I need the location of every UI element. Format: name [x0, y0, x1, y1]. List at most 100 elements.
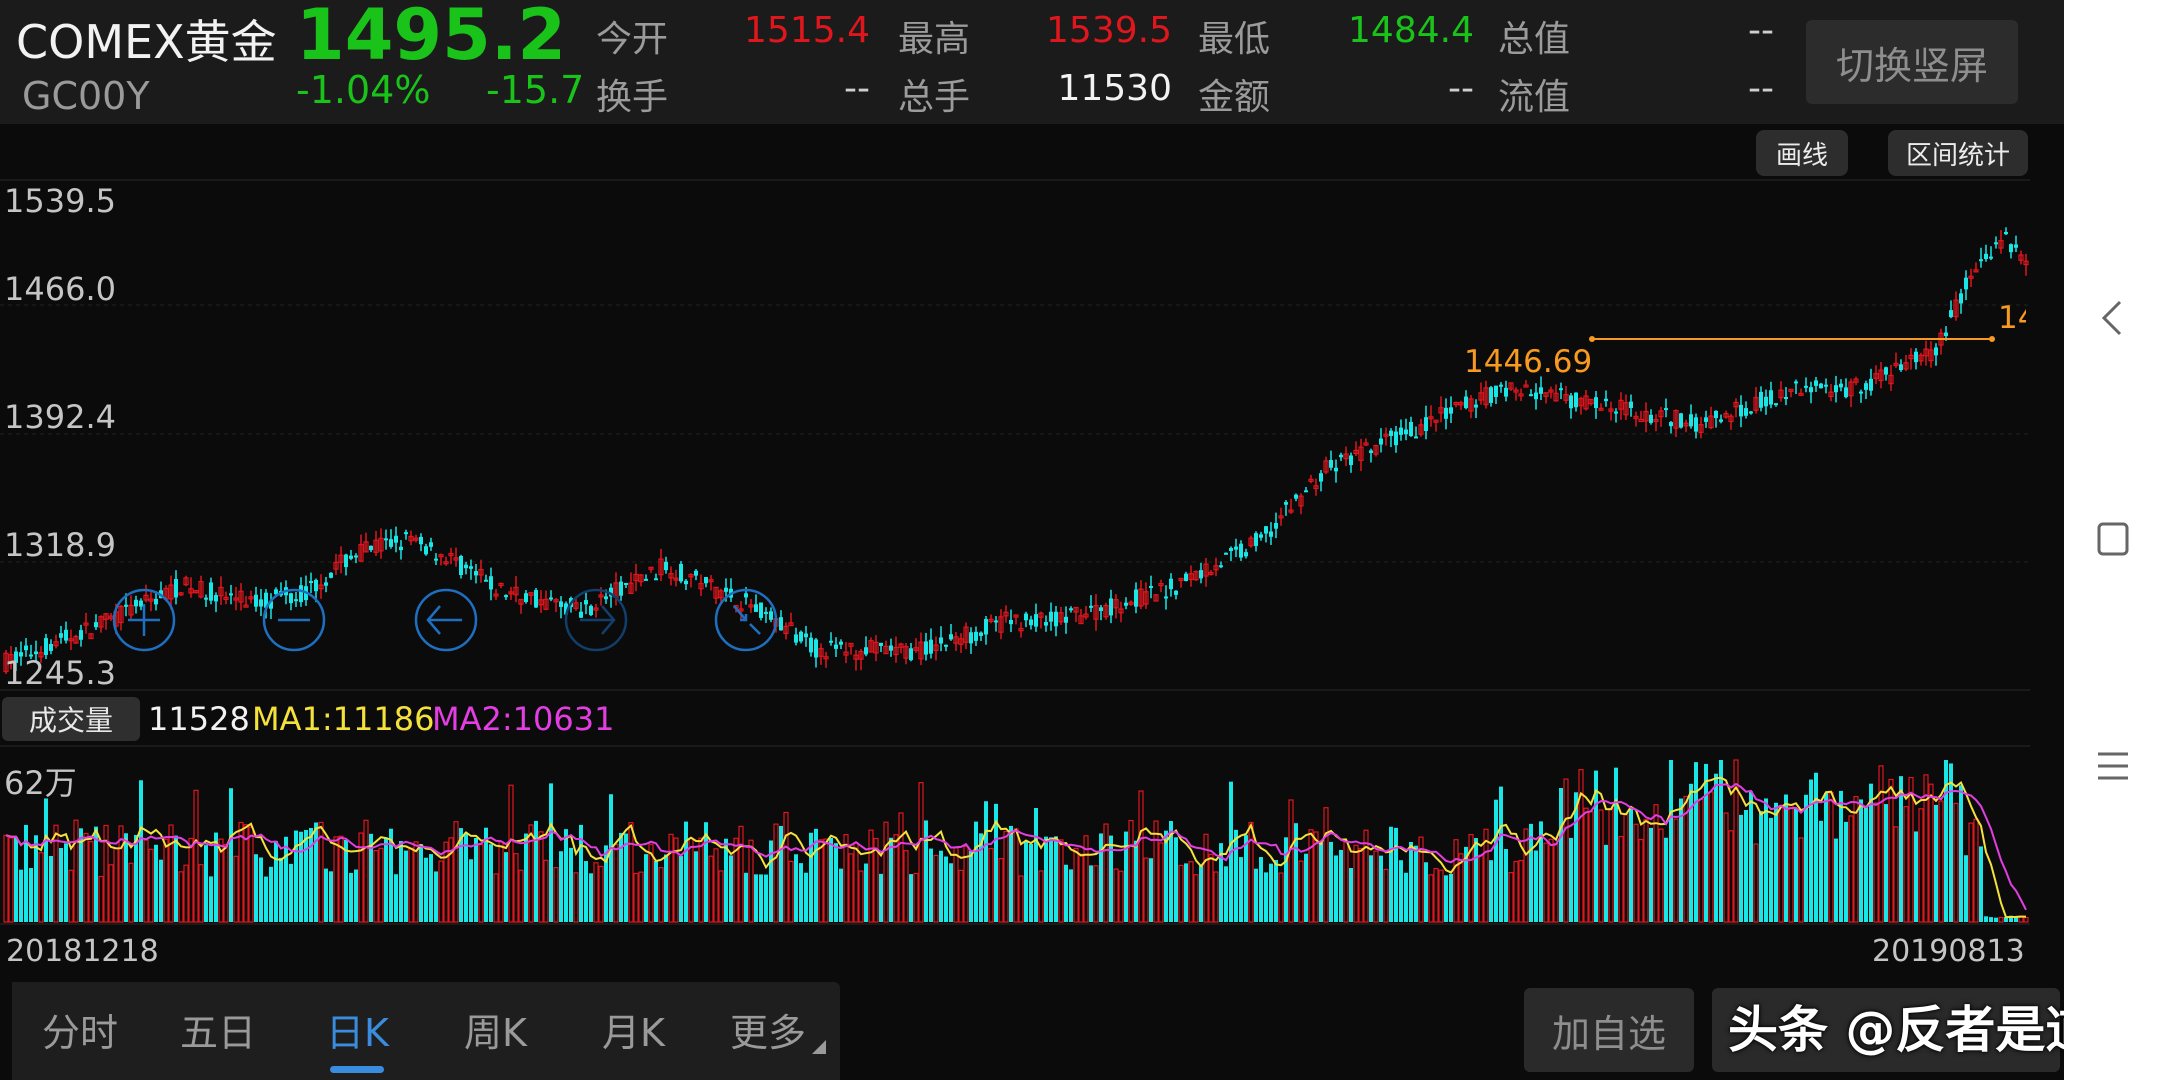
candle [1099, 607, 1103, 611]
home-icon[interactable] [2096, 520, 2130, 560]
volume-bar [178, 871, 184, 923]
volume-bar [1809, 779, 1813, 922]
candle [438, 554, 444, 558]
tab-five-day[interactable]: 五日 [180, 1011, 257, 1055]
volume-bar [843, 834, 849, 923]
candle [1219, 565, 1223, 568]
candle [534, 590, 538, 608]
volume-bar [329, 871, 333, 922]
volume-bar [1093, 865, 1099, 923]
volume-bar [174, 835, 178, 922]
volume-bar [1164, 830, 1168, 922]
candle [1548, 389, 1554, 393]
volume-bar [1024, 840, 1028, 922]
volume-bar [1679, 798, 1683, 922]
volume-bar [1274, 860, 1278, 922]
candle [858, 650, 864, 660]
menu-icon[interactable] [2096, 746, 2130, 786]
volume-bar [1534, 850, 1538, 922]
add-watchlist-button[interactable]: 加自选 [1524, 988, 1694, 1072]
volume-indicator-button[interactable]: 成交量 [2, 697, 140, 741]
zoom-out-icon[interactable] [262, 588, 326, 652]
volume-bar [1158, 842, 1164, 923]
volume-bar [264, 876, 268, 922]
candle [1964, 277, 1968, 290]
end-date-label: 20190813 [1872, 934, 2025, 969]
candle [1049, 611, 1053, 622]
candle [1893, 362, 1899, 367]
candle [1518, 393, 1524, 397]
more-triangle-icon [812, 1040, 826, 1054]
volume-bar [1683, 795, 1689, 923]
volume-bar [193, 789, 199, 923]
secondary-action-button[interactable] [1712, 988, 2060, 1072]
candle [243, 604, 249, 608]
candle [2018, 254, 2024, 261]
candle [504, 595, 508, 598]
candle [1733, 401, 1739, 408]
candle [1298, 495, 1304, 507]
candle [1399, 427, 1403, 435]
tab-daily-k[interactable]: 日K [326, 1011, 389, 1055]
volume-bar [1188, 861, 1194, 923]
volume-bar [14, 837, 18, 922]
tab-more[interactable]: 更多 [730, 1011, 807, 1055]
candle [2023, 260, 2029, 266]
range-stats-button[interactable]: 区间统计 [1888, 130, 2028, 176]
candle [1959, 293, 1963, 304]
volume-bar [1884, 804, 1888, 922]
switch-portrait-button[interactable]: 切换竖屏 [1806, 20, 2018, 104]
zoom-in-icon[interactable] [112, 588, 176, 652]
candle [53, 641, 59, 647]
volume-bar [318, 821, 324, 923]
candle [794, 634, 798, 643]
volume-bar [1483, 828, 1489, 923]
volume-bar [1853, 795, 1859, 923]
volume-bar [1653, 804, 1659, 923]
volume-bar [1574, 792, 1578, 922]
back-icon[interactable] [2096, 298, 2130, 338]
volume-bar [1044, 836, 1048, 922]
candle [1604, 398, 1608, 402]
draw-line-button[interactable]: 画线 [1756, 130, 1848, 176]
candle [1458, 402, 1464, 406]
candle [589, 605, 593, 616]
volume-bar [918, 782, 924, 923]
shrink-icon[interactable] [714, 588, 778, 652]
volume-bar [898, 812, 904, 923]
arrow-right-icon[interactable] [564, 588, 628, 652]
candle [1804, 385, 1808, 388]
candle [1559, 388, 1563, 391]
tab-monthly-k[interactable]: 月K [602, 1011, 665, 1055]
volume-bar [53, 824, 59, 923]
candle [1169, 578, 1173, 590]
candle [638, 574, 644, 583]
volume-bar [1319, 842, 1323, 922]
volume-bar [1468, 833, 1474, 923]
low-value: 1484.4 [1348, 10, 1474, 51]
candle [1294, 494, 1298, 499]
volume-bar [1329, 841, 1333, 922]
volume-bar [738, 825, 744, 923]
volume-bar [704, 822, 708, 922]
volume-bar [664, 854, 668, 922]
candle [1358, 446, 1364, 462]
volume-bar [1669, 760, 1673, 922]
volume-bar [139, 780, 143, 922]
candle [1304, 490, 1308, 493]
volume-bar [214, 832, 218, 922]
volume-bar [299, 831, 303, 922]
candle [648, 566, 654, 570]
arrow-left-icon[interactable] [414, 588, 478, 652]
candle [2009, 244, 2013, 253]
amount-value: -- [1448, 68, 1474, 109]
tab-intraday[interactable]: 分时 [42, 1011, 119, 1055]
candle [1949, 310, 1953, 318]
volume-bar [1389, 826, 1393, 922]
volume-bar [549, 783, 553, 922]
candle [98, 616, 104, 628]
candle [1199, 570, 1203, 579]
tab-weekly-k[interactable]: 周K [464, 1011, 527, 1055]
volume-bar [1604, 844, 1608, 922]
kline-chart[interactable] [0, 0, 2064, 1080]
